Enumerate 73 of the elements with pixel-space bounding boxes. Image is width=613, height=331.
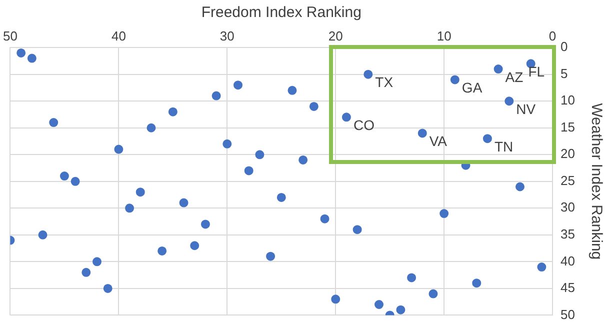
point <box>70 176 80 186</box>
point <box>504 96 514 106</box>
point <box>27 54 36 63</box>
point <box>276 192 286 202</box>
y-tick-label: 15 <box>560 119 576 134</box>
point <box>114 144 124 154</box>
x-tick-label: 20 <box>328 28 343 44</box>
point <box>418 128 427 138</box>
x-axis-title: Freedom Index Ranking <box>201 4 362 22</box>
annotation: GA <box>462 80 483 96</box>
x-tick-label: 40 <box>111 28 126 44</box>
y-axis-title: Weather Index Ranking <box>588 103 605 260</box>
annotation: TN <box>494 138 514 154</box>
point <box>222 139 232 148</box>
point <box>168 107 178 116</box>
point <box>352 225 362 234</box>
y-tick-label: 45 <box>560 280 576 296</box>
point <box>516 182 524 192</box>
annotation: TX <box>375 74 394 90</box>
point <box>331 294 340 304</box>
point <box>158 246 167 256</box>
point <box>450 75 460 84</box>
y-tick-label: 20 <box>560 146 576 162</box>
annotation: VA <box>429 133 448 150</box>
y-tick-label: 25 <box>560 172 576 188</box>
point <box>38 230 48 240</box>
point <box>92 257 102 266</box>
point <box>136 188 145 197</box>
point <box>16 48 26 58</box>
point <box>255 150 264 160</box>
point <box>288 86 297 95</box>
point <box>200 220 210 229</box>
point <box>537 262 546 272</box>
y-tick-label: 35 <box>560 226 576 242</box>
point <box>82 268 91 277</box>
point <box>396 305 406 314</box>
point <box>125 204 134 213</box>
x-tick-label: 0 <box>548 28 556 44</box>
point <box>309 102 318 111</box>
point <box>320 214 330 224</box>
x-tick-label: 50 <box>2 28 18 44</box>
annotation: AZ <box>505 68 524 85</box>
point <box>298 155 308 164</box>
point <box>190 241 200 250</box>
annotation: FL <box>528 64 545 80</box>
x-tick-label: 10 <box>436 28 452 44</box>
point <box>103 284 112 293</box>
x-tick-label: 30 <box>220 28 234 44</box>
y-tick-label: 5 <box>560 66 568 81</box>
annotation: CO <box>353 117 375 134</box>
point <box>482 134 492 144</box>
point <box>60 172 69 181</box>
annotation: NV <box>516 100 536 117</box>
point <box>342 112 351 122</box>
point <box>244 166 254 176</box>
y-tick-label: 30 <box>560 200 576 215</box>
point <box>179 198 188 208</box>
y-tick-label: 50 <box>560 306 576 322</box>
y-tick-label: 0 <box>560 39 568 54</box>
point <box>234 80 242 90</box>
point <box>494 64 503 74</box>
point <box>266 252 276 261</box>
point <box>428 289 438 298</box>
point <box>212 91 221 100</box>
point <box>407 273 416 282</box>
point <box>440 209 449 218</box>
point <box>49 118 58 128</box>
point <box>364 70 373 79</box>
point <box>146 123 156 132</box>
y-tick-label: 10 <box>560 92 576 108</box>
point <box>472 278 482 288</box>
point <box>374 300 384 309</box>
y-tick-label: 40 <box>560 253 576 268</box>
